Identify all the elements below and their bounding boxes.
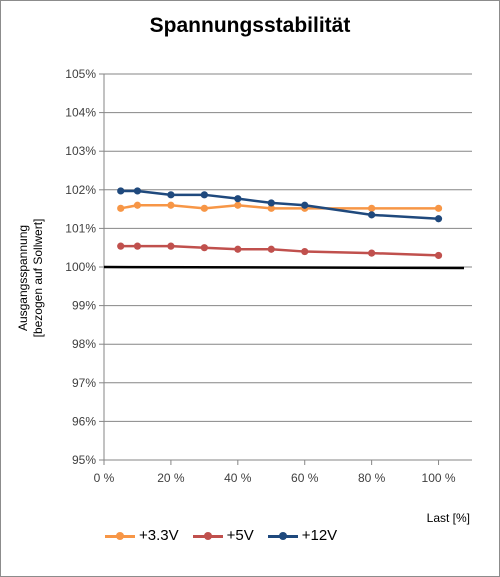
legend-item-5v: +5V bbox=[192, 527, 254, 544]
y-tick-label: 96% bbox=[72, 414, 96, 428]
chart-title: Spannungsstabilität bbox=[149, 14, 351, 37]
data-point-2 bbox=[200, 191, 208, 199]
data-point-0 bbox=[234, 201, 242, 209]
data-point-0 bbox=[267, 204, 275, 212]
x-tick-label: 60 % bbox=[291, 471, 319, 485]
data-point-0 bbox=[368, 204, 376, 212]
y-tick-label: 101% bbox=[65, 221, 96, 235]
data-point-1 bbox=[200, 244, 208, 252]
data-point-2 bbox=[133, 187, 142, 195]
data-point-1 bbox=[234, 245, 242, 253]
y-tick-label: 95% bbox=[72, 453, 96, 467]
y-tick-label: 100% bbox=[65, 260, 96, 274]
y-tick-label: 99% bbox=[72, 299, 96, 313]
data-point-2 bbox=[368, 211, 376, 219]
legend-item-12v: +12V bbox=[267, 527, 338, 544]
reference-line-group bbox=[103, 265, 465, 270]
data-point-2 bbox=[301, 201, 309, 209]
axes bbox=[99, 73, 472, 465]
x-axis-label: Last [%] bbox=[427, 511, 470, 525]
legend-label-12v: +12V bbox=[301, 527, 338, 544]
data-point-0 bbox=[117, 204, 125, 212]
data-point-0 bbox=[167, 201, 175, 209]
legend-item-3v3: +3.3V bbox=[105, 527, 179, 544]
legend-label-3v3: +3.3V bbox=[139, 527, 179, 544]
data-point-1 bbox=[267, 245, 275, 253]
data-point-2 bbox=[267, 199, 275, 207]
legend-label-5v: +5V bbox=[226, 527, 254, 544]
data-point-1 bbox=[167, 242, 175, 250]
y-axis-label-line1: Ausgangsspannung bbox=[16, 225, 30, 331]
legend-swatch-12v bbox=[267, 530, 298, 542]
y-tick-labels: 95% 96% 97% 98% 99% 100% 101% 102% 103% 104% 105% bbox=[65, 67, 96, 467]
x-tick-labels: 0 % 20 % 40 % 60 % 80 % 100 % bbox=[94, 471, 456, 485]
data-point-0 bbox=[200, 204, 208, 212]
data-point-2 bbox=[167, 191, 175, 199]
data-point-1 bbox=[133, 242, 142, 250]
y-axis-label-line2: [bezogen auf Sollwert] bbox=[31, 219, 45, 338]
data-point-0 bbox=[434, 204, 443, 212]
data-point-1 bbox=[117, 242, 125, 250]
data-point-2 bbox=[234, 195, 242, 203]
y-tick-label: 102% bbox=[65, 183, 96, 197]
data-point-0 bbox=[133, 201, 142, 209]
data-point-1 bbox=[368, 249, 376, 257]
series-group bbox=[117, 187, 443, 260]
data-point-1 bbox=[301, 247, 309, 256]
x-tick-label: 80 % bbox=[358, 471, 386, 485]
legend-swatch-3v3 bbox=[105, 530, 135, 542]
legend: +3.3V +5V +12V bbox=[105, 527, 337, 544]
x-tick-label: 100 % bbox=[422, 471, 456, 485]
y-tick-label: 104% bbox=[65, 106, 96, 120]
y-tick-label: 97% bbox=[72, 376, 96, 390]
data-point-2 bbox=[434, 215, 443, 223]
y-tick-label: 98% bbox=[72, 337, 96, 351]
data-point-2 bbox=[117, 187, 125, 195]
reference-line bbox=[103, 265, 465, 270]
x-tick-label: 40 % bbox=[224, 471, 252, 485]
y-tick-label: 105% bbox=[65, 67, 96, 81]
x-tick-label: 20 % bbox=[157, 471, 185, 485]
legend-swatch-5v bbox=[192, 530, 223, 542]
x-tick-label: 0 % bbox=[94, 471, 115, 485]
data-point-1 bbox=[434, 251, 443, 260]
y-tick-label: 103% bbox=[65, 144, 96, 158]
